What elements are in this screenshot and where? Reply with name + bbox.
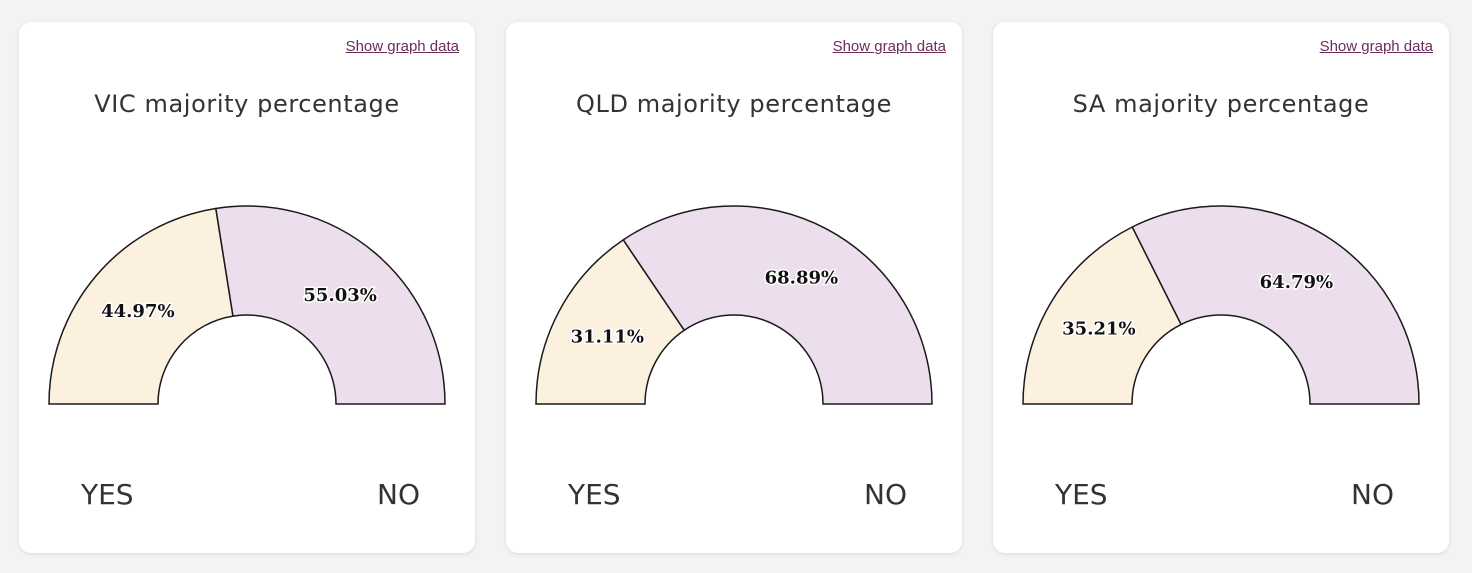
yes-label: YES <box>1055 478 1108 511</box>
yes-segment <box>48 207 234 405</box>
gauge-chart: 35.21% 64.79% <box>1022 205 1420 405</box>
no-segment <box>214 205 446 405</box>
show-graph-data-link[interactable]: Show graph data <box>1319 38 1433 55</box>
gauge-chart: 44.97% 55.03% <box>48 205 446 405</box>
yes-segment <box>1022 225 1183 405</box>
no-label: NO <box>864 478 907 511</box>
yes-percentage-label: 44.97% <box>101 301 174 322</box>
no-percentage-label: 68.89% <box>765 267 838 288</box>
yes-segment <box>535 238 686 405</box>
no-segment <box>622 205 933 405</box>
yes-percentage-label: 35.21% <box>1062 319 1135 340</box>
chart-card-vic: Show graph data VIC majority percentage … <box>19 22 475 553</box>
no-label: NO <box>1351 478 1394 511</box>
no-percentage-label: 55.03% <box>303 285 376 306</box>
yes-label: YES <box>568 478 621 511</box>
show-graph-data-link[interactable]: Show graph data <box>832 38 946 55</box>
no-segment <box>1131 205 1420 405</box>
yes-percentage-label: 31.11% <box>571 327 644 348</box>
gauge-chart: 31.11% 68.89% <box>535 205 933 405</box>
chart-card-qld: Show graph data QLD majority percentage … <box>506 22 962 553</box>
no-percentage-label: 64.79% <box>1260 272 1333 293</box>
yes-label: YES <box>81 478 134 511</box>
chart-title: SA majority percentage <box>1072 90 1370 118</box>
chart-title: VIC majority percentage <box>94 90 400 118</box>
chart-card-sa: Show graph data SA majority percentage 3… <box>993 22 1449 553</box>
no-label: NO <box>377 478 420 511</box>
chart-title: QLD majority percentage <box>575 90 892 118</box>
show-graph-data-link[interactable]: Show graph data <box>345 38 459 55</box>
